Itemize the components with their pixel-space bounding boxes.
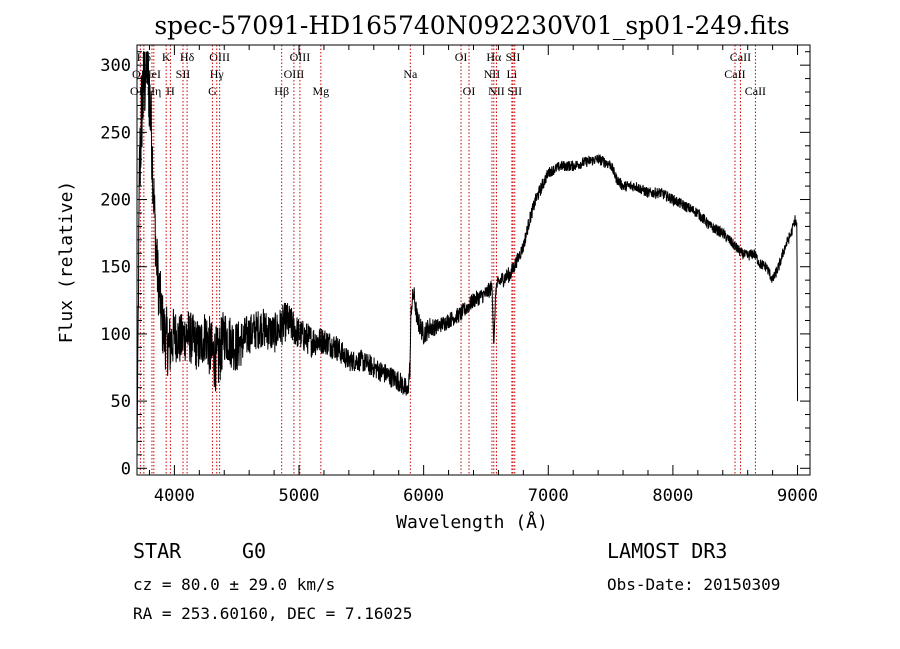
line-marker-label: SII xyxy=(506,50,521,64)
y-tick-label: 50 xyxy=(111,392,131,412)
spectrum-line xyxy=(136,51,799,458)
line-marker-label: Li xyxy=(507,67,518,81)
line-marker-label: OI xyxy=(463,84,476,98)
line-marker-label: SII xyxy=(176,67,191,81)
y-axis-label: Flux (relative) xyxy=(56,181,77,344)
x-tick-label: 4000 xyxy=(154,486,195,506)
line-marker-label: NII xyxy=(488,84,505,98)
obs-date: Obs-Date: 20150309 xyxy=(607,575,780,594)
line-marker-label: K xyxy=(162,50,171,64)
x-tick-label: 5000 xyxy=(279,486,320,506)
x-tick-label: 7000 xyxy=(528,486,569,506)
y-tick-label: 150 xyxy=(100,258,131,278)
line-marker-label: Hγ xyxy=(210,67,225,81)
ra-dec-coords: RA = 253.60160, DEC = 7.16025 xyxy=(133,604,412,623)
line-marker-label: G xyxy=(208,84,217,98)
line-marker-label: CaII xyxy=(730,50,751,64)
y-tick-label: 0 xyxy=(121,459,131,479)
line-marker-label: Hα xyxy=(486,50,502,64)
line-marker-label: Hβ xyxy=(274,84,289,98)
y-tick-label: 300 xyxy=(100,56,131,76)
subclass: G0 xyxy=(242,539,266,563)
y-tick-label: 250 xyxy=(100,123,131,143)
x-axis-label: Wavelength (Å) xyxy=(396,511,548,533)
line-marker-label: OI xyxy=(455,50,468,64)
x-axis-ticks: 4000 5000 6000 7000 8000 9000 xyxy=(148,45,818,506)
plot-frame xyxy=(136,44,811,476)
object-class: STAR xyxy=(133,539,182,563)
line-marker-label: Hδ xyxy=(180,50,195,64)
spectrum-series xyxy=(136,51,799,458)
line-marker-label: CaII xyxy=(745,84,766,98)
survey-name: LAMOST DR3 xyxy=(607,539,727,563)
line-marker-label: Na xyxy=(403,67,418,81)
redshift-value: cz = 80.0 ± 29.0 km/s xyxy=(133,575,335,594)
line-marker-label: H xyxy=(166,84,175,98)
line-marker-label: Mg xyxy=(312,84,329,98)
line-marker-label: NII xyxy=(484,67,501,81)
line-marker-label: SII xyxy=(507,84,522,98)
x-tick-label: 9000 xyxy=(777,486,818,506)
x-tick-label: 8000 xyxy=(652,486,693,506)
line-marker-label: OIII xyxy=(209,50,230,64)
line-marker-label: OIII xyxy=(290,50,311,64)
y-tick-label: 100 xyxy=(100,325,131,345)
x-tick-label: 6000 xyxy=(403,486,444,506)
line-marker-label: OIII xyxy=(284,67,305,81)
y-tick-label: 200 xyxy=(100,191,131,211)
chart-title: spec-57091-HD165740N092230V01_sp01-249.f… xyxy=(154,11,789,40)
y-axis-ticks: 0 50 100 150 200 250 300 xyxy=(100,51,810,479)
line-marker-label: CaII xyxy=(724,67,745,81)
